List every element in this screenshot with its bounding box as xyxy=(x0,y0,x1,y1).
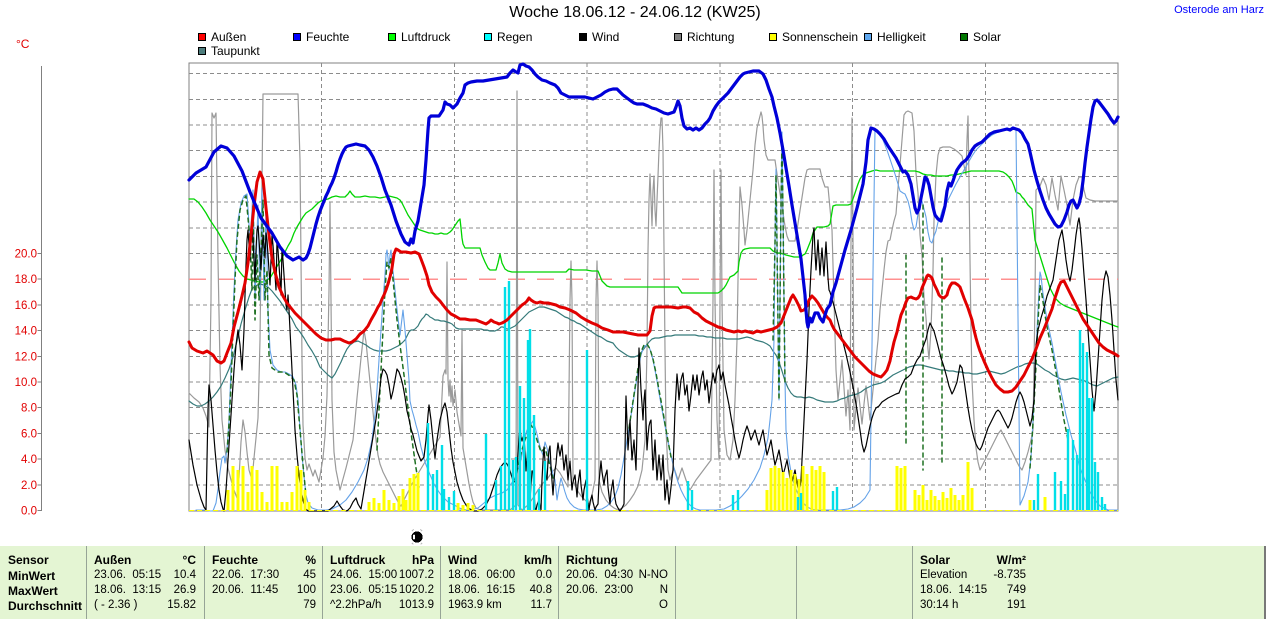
svg-text:12.0: 12.0 xyxy=(15,351,37,363)
svg-text:16.0: 16.0 xyxy=(15,300,37,312)
svg-text:2.0: 2.0 xyxy=(21,480,37,492)
svg-text:8.0: 8.0 xyxy=(21,403,37,415)
svg-text:20.0: 20.0 xyxy=(15,249,37,261)
svg-text:10.0: 10.0 xyxy=(15,377,37,389)
svg-text:0.0: 0.0 xyxy=(21,506,37,518)
svg-text:4.0: 4.0 xyxy=(21,454,37,466)
svg-text:14.0: 14.0 xyxy=(15,326,37,338)
svg-text:°C: °C xyxy=(16,37,30,51)
svg-text:18.0: 18.0 xyxy=(15,274,37,286)
svg-text:6.0: 6.0 xyxy=(21,428,37,440)
